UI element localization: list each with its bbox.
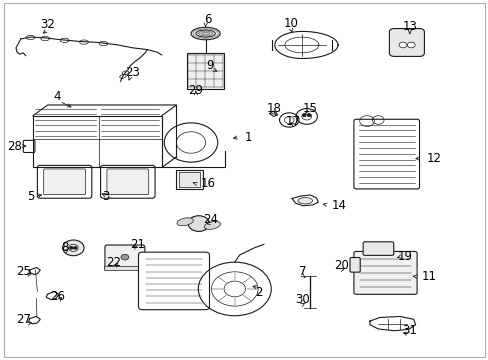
FancyBboxPatch shape [37, 165, 92, 198]
Text: 1: 1 [244, 131, 251, 144]
Text: 29: 29 [188, 84, 203, 97]
Text: 13: 13 [402, 20, 416, 33]
Circle shape [302, 114, 305, 116]
Bar [179, 172, 200, 187]
Ellipse shape [204, 221, 220, 229]
Text: 2: 2 [255, 286, 262, 299]
FancyBboxPatch shape [138, 252, 209, 310]
Text: 10: 10 [283, 17, 298, 30]
Text: 28: 28 [7, 140, 22, 153]
Circle shape [398, 42, 406, 48]
Text: 17: 17 [285, 114, 300, 127]
Text: 7: 7 [299, 265, 306, 278]
Text: 9: 9 [206, 59, 214, 72]
FancyBboxPatch shape [353, 251, 416, 294]
Text: 3: 3 [102, 190, 109, 203]
FancyBboxPatch shape [349, 257, 360, 272]
Ellipse shape [297, 198, 312, 204]
Ellipse shape [191, 27, 220, 40]
Text: 31: 31 [402, 324, 416, 337]
Text: 18: 18 [265, 102, 281, 115]
FancyBboxPatch shape [353, 119, 419, 189]
Circle shape [74, 247, 77, 249]
Circle shape [407, 42, 414, 48]
Text: 30: 30 [295, 293, 309, 306]
Text: 24: 24 [203, 213, 218, 226]
Text: 21: 21 [130, 238, 145, 251]
Bar [104, 266, 144, 270]
Text: 5: 5 [27, 190, 34, 203]
Text: 27: 27 [16, 313, 31, 326]
Text: 12: 12 [426, 152, 441, 165]
Text: 8: 8 [61, 241, 68, 255]
Text: 25: 25 [16, 265, 31, 278]
Circle shape [62, 240, 84, 256]
Circle shape [307, 114, 310, 116]
Text: 22: 22 [105, 256, 121, 269]
FancyBboxPatch shape [363, 242, 393, 255]
Text: 23: 23 [125, 66, 140, 79]
FancyBboxPatch shape [105, 245, 144, 269]
Ellipse shape [177, 218, 193, 226]
Text: 14: 14 [331, 198, 346, 212]
Text: 20: 20 [334, 259, 348, 272]
FancyBboxPatch shape [101, 165, 155, 198]
Ellipse shape [196, 30, 215, 37]
Text: 26: 26 [50, 289, 65, 303]
Circle shape [188, 216, 209, 231]
FancyBboxPatch shape [23, 140, 35, 153]
Text: 19: 19 [397, 250, 411, 263]
Bar [176, 170, 203, 189]
Text: 32: 32 [40, 18, 55, 31]
Text: 6: 6 [204, 13, 211, 26]
Circle shape [121, 254, 128, 260]
Circle shape [70, 247, 73, 249]
FancyBboxPatch shape [388, 28, 424, 57]
Text: 16: 16 [201, 177, 215, 190]
Text: 4: 4 [54, 90, 61, 103]
Text: 11: 11 [421, 270, 436, 283]
FancyBboxPatch shape [43, 169, 85, 195]
FancyBboxPatch shape [107, 169, 148, 195]
Bar [187, 53, 223, 89]
Text: 15: 15 [302, 102, 317, 115]
